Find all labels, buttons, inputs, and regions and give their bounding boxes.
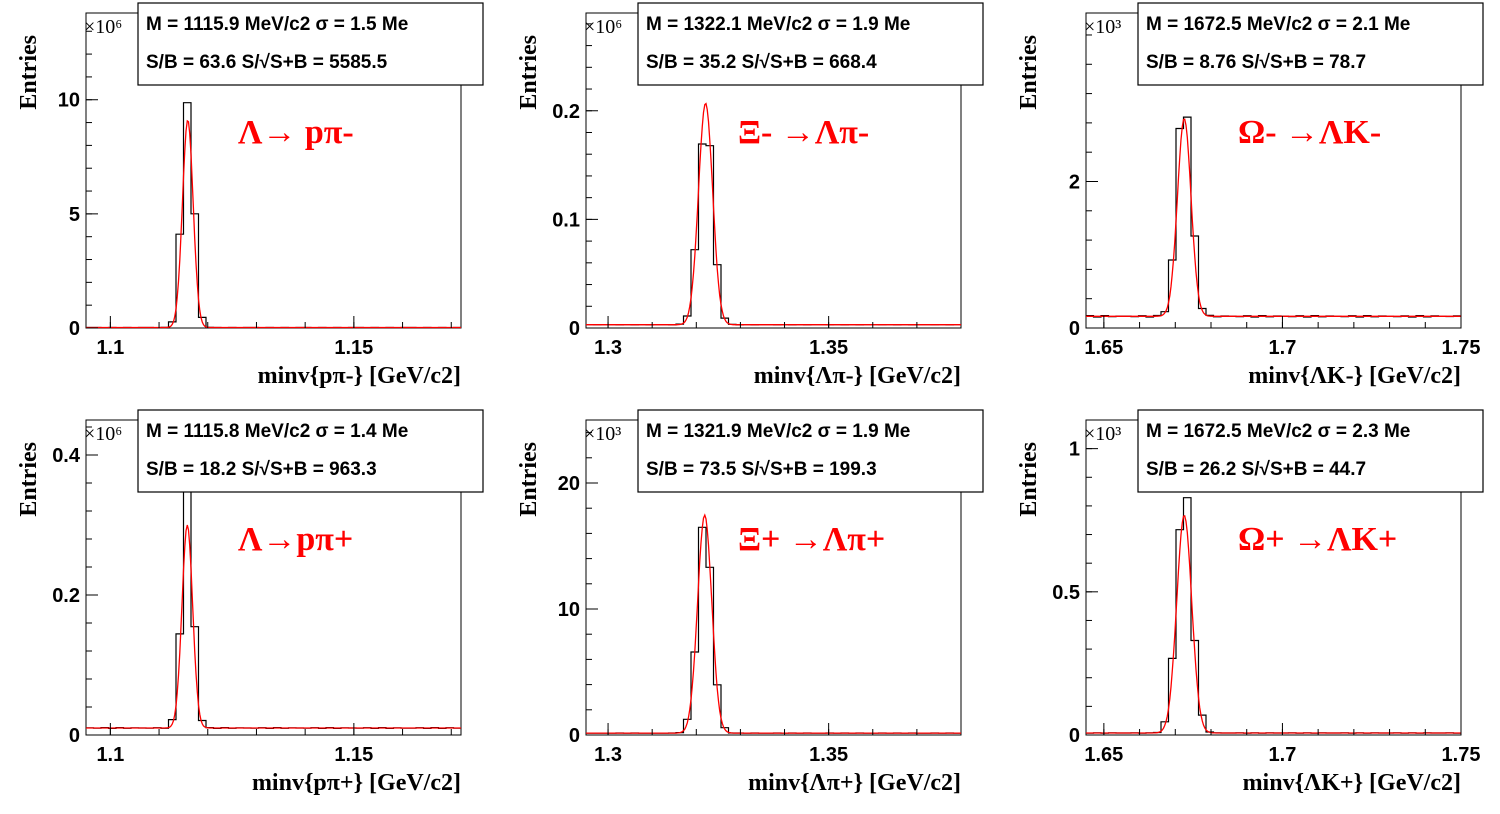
y-axis-label: Entries	[16, 35, 42, 110]
x-axis-label: minv{pπ+} [GeV/c2]	[252, 770, 461, 796]
fit-curve	[1086, 118, 1461, 317]
x-tick-label: 1.3	[594, 337, 622, 359]
panel-3: 1.65 1.7 1.75 0 2 ×10³ Entries minv{ΛK-} [GeV/c…	[1016, 2, 1484, 389]
decay-label: Ξ+ →Λπ+	[738, 521, 885, 558]
x-tick-label: 1.15	[334, 337, 373, 359]
stats-line-mass: M = 1672.5 MeV/c2 σ = 2.1 Me	[1146, 14, 1410, 35]
x-tick-label: 1.65	[1084, 744, 1123, 766]
y-tick-label: 1	[1069, 439, 1080, 461]
panel-4: 1.1 1.15 0 0.2 0.4×10⁶ Entries minv{pπ+} [GeV/…	[16, 409, 484, 796]
stats-box	[137, 2, 484, 86]
x-tick-label: 1.35	[809, 337, 848, 359]
histogram-steps	[586, 526, 961, 734]
x-tick-label: 1.75	[1442, 337, 1481, 359]
stats-line-mass: M = 1322.1 MeV/c2 σ = 1.9 Me	[646, 14, 910, 35]
y-tick-label: 10	[558, 599, 580, 621]
y-multiplier: ×10³	[1084, 16, 1121, 38]
y-tick-label: 2	[1069, 171, 1080, 193]
x-tick-label: 1.7	[1269, 337, 1297, 359]
stats-box	[637, 409, 984, 493]
decay-label: Ξ- →Λπ-	[738, 114, 869, 151]
stats-line-significance: S/B = 73.5 S/√S+B = 199.3	[646, 459, 877, 480]
panel-1: 1.1 1.15 0 5 10 ×10⁶ Entries minv{pπ-} [GeV/c2]…	[16, 2, 484, 389]
stats-line-significance: S/B = 26.2 S/√S+B = 44.7	[1146, 459, 1366, 480]
stats-box	[137, 409, 484, 493]
y-multiplier: ×10⁶	[84, 423, 122, 445]
fit-curve	[1086, 515, 1461, 734]
y-tick-label: 20	[558, 473, 580, 495]
y-tick-label: 0.2	[52, 585, 80, 607]
x-axis-label: minv{Λπ+} [GeV/c2]	[748, 770, 961, 796]
y-tick-label: 0.4	[52, 445, 81, 467]
y-tick-label: 0	[69, 725, 80, 747]
y-tick-label: 10	[58, 90, 80, 112]
x-tick-label: 1.15	[334, 744, 373, 766]
stats-box	[637, 2, 984, 86]
stats-line-mass: M = 1672.5 MeV/c2 σ = 2.3 Me	[1146, 421, 1410, 442]
y-tick-label: 0.2	[552, 101, 580, 123]
x-tick-label: 1.35	[809, 744, 848, 766]
y-axis-label: Entries	[1016, 442, 1042, 517]
y-axis-label: Entries	[516, 35, 542, 110]
y-multiplier: ×10³	[1084, 423, 1121, 445]
histogram-steps	[586, 143, 961, 326]
y-tick-label: 5	[69, 204, 80, 226]
panel-2: 1.3 1.35 0 0.1 0.2 ×10⁶ Entries minv{Λπ-} [GeV/…	[516, 2, 984, 389]
y-multiplier: ×10⁶	[584, 16, 622, 38]
stats-line-mass: M = 1321.9 MeV/c2 σ = 1.9 Me	[646, 421, 910, 442]
y-tick-label: 0	[569, 318, 580, 340]
x-axis-label: minv{ΛK-} [GeV/c2]	[1248, 363, 1461, 389]
stats-line-significance: S/B = 8.76 S/√S+B = 78.7	[1146, 52, 1366, 73]
panel-6: 1.65 1.7 1.75 0 0.5 1×10³ Entries minv{ΛK+} [Ge…	[1016, 409, 1484, 796]
stats-box	[1137, 409, 1484, 493]
stats-box	[1137, 2, 1484, 86]
x-axis-label: minv{Λπ-} [GeV/c2]	[754, 363, 961, 389]
x-tick-label: 1.1	[96, 744, 124, 766]
x-axis-label: minv{pπ-} [GeV/c2]	[258, 363, 461, 389]
y-tick-label: 0	[69, 318, 80, 340]
stats-line-mass: M = 1115.8 MeV/c2 σ = 1.4 Me	[146, 421, 408, 442]
y-tick-label: 0.5	[1052, 582, 1080, 604]
decay-label: Λ→ pπ-	[238, 114, 354, 151]
y-axis-label: Entries	[516, 442, 542, 517]
y-axis-label: Entries	[16, 442, 42, 517]
y-tick-label: 0.1	[552, 209, 580, 231]
y-tick-label: 0	[1069, 725, 1080, 747]
stats-line-significance: S/B = 63.6 S/√S+B = 5585.5	[146, 52, 388, 73]
x-axis-label: minv{ΛK+} [GeV/c2]	[1243, 770, 1461, 796]
stats-line-mass: M = 1115.9 MeV/c2 σ = 1.5 Me	[146, 14, 408, 35]
panel-5: 1.3 1.35 0 10 20 ×10³ Entries minv{Λπ+} [GeV/c2…	[516, 409, 984, 796]
x-tick-label: 1.75	[1442, 744, 1481, 766]
y-multiplier: ×10⁶	[84, 16, 122, 38]
decay-label: Λ→pπ+	[238, 521, 353, 558]
x-tick-label: 1.7	[1269, 744, 1297, 766]
fit-curve	[86, 524, 461, 729]
y-tick-label: 0	[1069, 318, 1080, 340]
decay-label: Ω- →ΛK-	[1238, 114, 1381, 151]
decay-label: Ω+ →ΛK+	[1238, 521, 1397, 558]
x-tick-label: 1.3	[594, 744, 622, 766]
stats-line-significance: S/B = 18.2 S/√S+B = 963.3	[146, 459, 377, 480]
x-tick-label: 1.1	[96, 337, 124, 359]
fit-curve	[586, 513, 961, 734]
y-tick-label: 0	[569, 725, 580, 747]
fit-curve	[586, 102, 961, 326]
y-axis-label: Entries	[1016, 35, 1042, 110]
y-multiplier: ×10³	[584, 423, 621, 445]
stats-line-significance: S/B = 35.2 S/√S+B = 668.4	[646, 52, 877, 73]
x-tick-label: 1.65	[1084, 337, 1123, 359]
fit-curve	[86, 119, 461, 329]
